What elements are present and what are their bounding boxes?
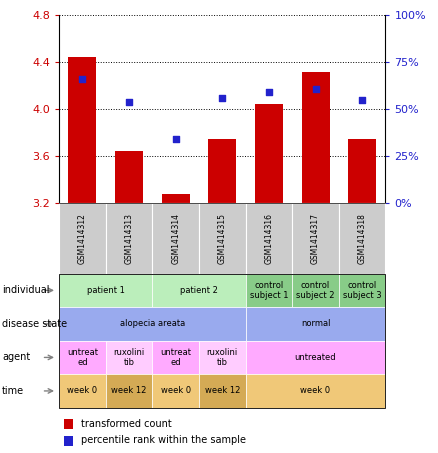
Point	[312, 85, 319, 92]
Text: week 0: week 0	[300, 386, 331, 395]
Text: GSM1414317: GSM1414317	[311, 213, 320, 264]
Point	[126, 98, 133, 106]
Text: week 12: week 12	[205, 386, 240, 395]
Point	[359, 96, 366, 104]
Text: patient 1: patient 1	[87, 286, 125, 295]
Point	[219, 95, 226, 102]
Text: week 0: week 0	[67, 386, 98, 395]
Text: time: time	[2, 386, 25, 396]
Text: GSM1414315: GSM1414315	[218, 213, 227, 264]
Text: GSM1414314: GSM1414314	[171, 213, 180, 264]
Text: GSM1414316: GSM1414316	[265, 213, 273, 264]
Text: untreated: untreated	[295, 353, 336, 362]
Text: GSM1414318: GSM1414318	[358, 213, 367, 264]
Text: GSM1414313: GSM1414313	[124, 213, 134, 264]
Bar	[348, 139, 376, 203]
Text: week 12: week 12	[111, 386, 147, 395]
Text: ruxolini
tib: ruxolini tib	[207, 348, 238, 367]
Text: agent: agent	[2, 352, 30, 362]
Text: untreat
ed: untreat ed	[67, 348, 98, 367]
Bar	[68, 57, 96, 203]
Text: alopecia areata: alopecia areata	[120, 319, 185, 328]
Bar	[208, 139, 236, 203]
Bar	[115, 150, 143, 203]
Text: percentile rank within the sample: percentile rank within the sample	[81, 435, 246, 445]
Text: GSM1414312: GSM1414312	[78, 213, 87, 264]
Text: disease state: disease state	[2, 319, 67, 329]
Text: transformed count: transformed count	[81, 419, 172, 429]
Text: untreat
ed: untreat ed	[160, 348, 191, 367]
Point	[265, 89, 272, 96]
Bar	[301, 72, 329, 203]
Text: normal: normal	[301, 319, 330, 328]
Point	[79, 76, 86, 83]
Text: control
subject 3: control subject 3	[343, 281, 381, 300]
Bar	[162, 194, 190, 203]
Point	[172, 136, 179, 143]
Text: control
subject 1: control subject 1	[250, 281, 288, 300]
Text: ruxolini
tib: ruxolini tib	[113, 348, 145, 367]
Text: control
subject 2: control subject 2	[296, 281, 335, 300]
Text: individual: individual	[2, 285, 49, 295]
Text: patient 2: patient 2	[180, 286, 218, 295]
Bar	[255, 104, 283, 203]
Text: week 0: week 0	[161, 386, 191, 395]
